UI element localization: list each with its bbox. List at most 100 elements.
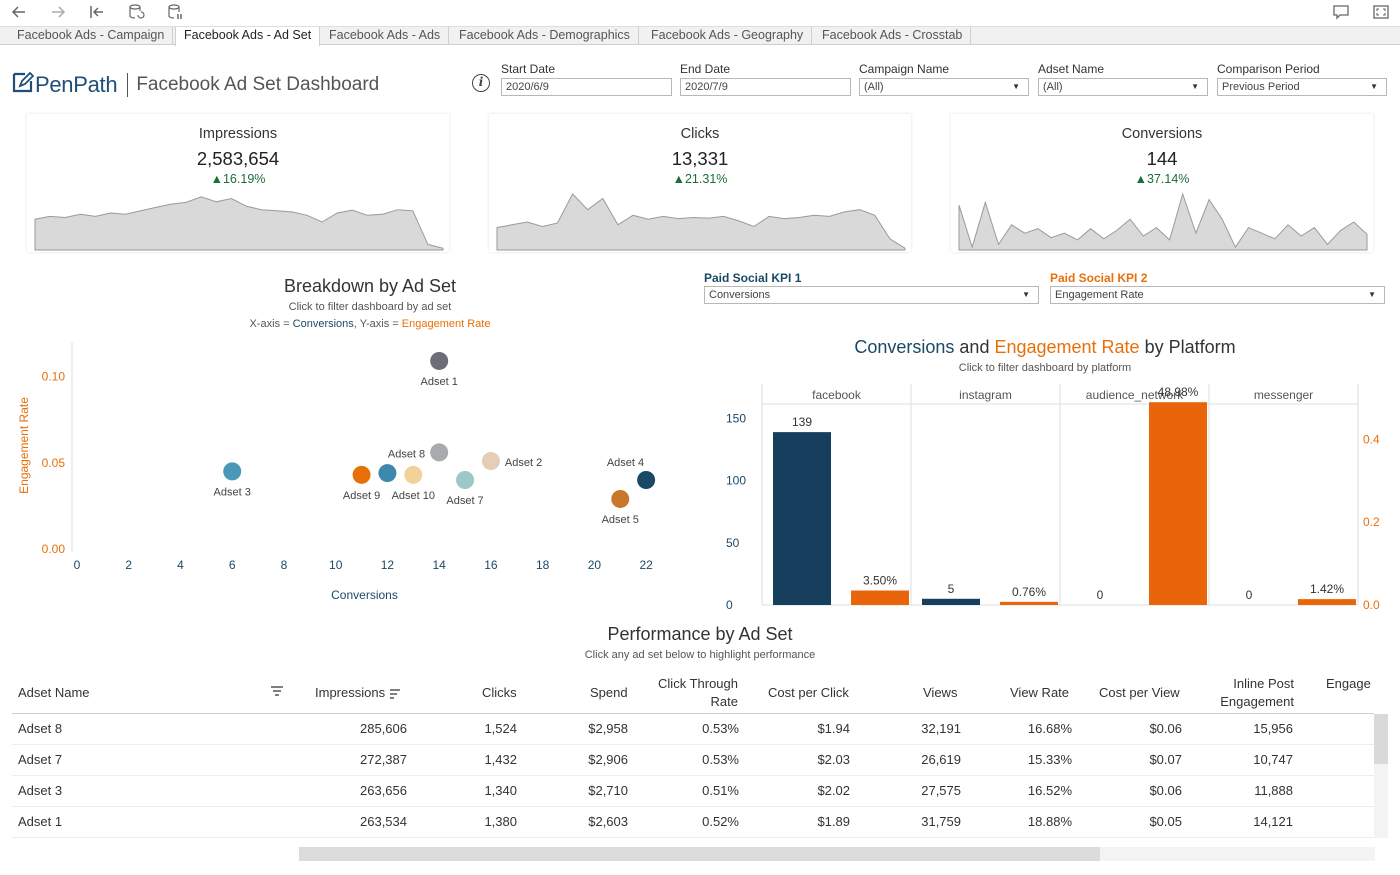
kpi1-dropdown[interactable]: Conversions ▼ — [704, 286, 1039, 304]
start-date-label: Start Date — [501, 62, 556, 76]
col-adset-name[interactable]: Adset Name — [18, 685, 90, 700]
x-tick-label: 8 — [281, 558, 288, 572]
platform-header-label[interactable]: instagram — [959, 388, 1012, 402]
scatter-point[interactable] — [404, 465, 423, 484]
scatter-point[interactable] — [456, 471, 475, 489]
kpi-value: 2,583,654 — [196, 148, 280, 169]
scatter-point[interactable] — [378, 464, 397, 483]
campaign-dropdown[interactable]: (All) ▼ — [859, 78, 1029, 96]
table-cell: 16.68% — [1027, 721, 1072, 736]
vertical-scrollbar[interactable] — [1374, 714, 1388, 838]
adset-label: Adset Name — [1038, 62, 1105, 76]
info-icon[interactable]: i — [472, 74, 490, 92]
scatter-point[interactable] — [352, 465, 371, 484]
scatter-point-label: Adset 7 — [446, 495, 483, 507]
scatter-point-label: Adset 9 — [343, 490, 380, 502]
y-tick-label: 0.05 — [42, 456, 66, 470]
table-row[interactable]: Adset 3 263,656 1,340 $2,710 0.51% $2.02 27,57… — [12, 776, 1382, 807]
kpi-title: Conversions — [1121, 126, 1203, 142]
scatter-point-label: Adset 5 — [602, 514, 639, 526]
pen-logo-icon — [12, 71, 35, 99]
tab-campaign[interactable]: Facebook Ads - Campaign — [9, 27, 174, 45]
tab-ads[interactable]: Facebook Ads - Ads — [321, 27, 450, 45]
revert-icon[interactable] — [86, 3, 108, 23]
platform-header-label[interactable]: facebook — [812, 388, 862, 402]
comment-icon[interactable] — [1330, 3, 1352, 23]
scatter-point[interactable] — [637, 471, 656, 489]
start-date-input[interactable]: 2020/6/9 — [501, 78, 672, 96]
scatter-chart[interactable]: 0 2 4 6 8 10 12 14 16 18 20 22 0.00 0.05 0.10 Conversio… — [10, 332, 700, 612]
forward-arrow-icon[interactable] — [47, 3, 69, 23]
col-spend[interactable]: Spend — [590, 685, 628, 700]
scatter-point[interactable] — [430, 443, 449, 462]
col-ctr[interactable]: Click Through Rate — [642, 675, 738, 711]
kpi2-dropdown[interactable]: Engagement Rate ▼ — [1050, 286, 1385, 304]
vertical-scrollbar-thumb[interactable] — [1374, 714, 1388, 764]
table-cell: 15.33% — [1027, 752, 1072, 767]
scatter-point-label: Adset 4 — [607, 457, 644, 469]
pause-updates-icon[interactable] — [164, 3, 186, 23]
engagement-bar[interactable] — [1298, 599, 1356, 605]
logo-text: PenPath — [35, 72, 118, 97]
table-cell: 15,956 — [1253, 721, 1293, 736]
tab-crosstab[interactable]: Facebook Ads - Crosstab — [814, 27, 972, 45]
scatter-point[interactable] — [481, 452, 500, 471]
start-date-filter: Start Date 2020/6/9 — [501, 62, 672, 96]
engagement-bar[interactable] — [1149, 402, 1207, 605]
horizontal-scrollbar-thumb[interactable] — [299, 847, 1100, 861]
scatter-point[interactable] — [611, 489, 630, 508]
scatter-point[interactable] — [223, 462, 242, 481]
table-row[interactable]: Adset 8 285,606 1,524 $2,958 0.53% $1.94 32,19… — [12, 714, 1382, 745]
conversions-bar[interactable] — [922, 598, 980, 605]
engagement-bar[interactable] — [851, 590, 909, 605]
header: PenPath Facebook Ad Set Dashboard — [12, 70, 379, 100]
platform-title-b: and — [954, 337, 995, 357]
table-row[interactable]: Adset 7 272,387 1,432 $2,906 0.53% $2.03 26,61… — [12, 745, 1382, 776]
comparison-dropdown[interactable]: Previous Period ▼ — [1217, 78, 1387, 96]
adset-dropdown[interactable]: (All) ▼ — [1038, 78, 1208, 96]
horizontal-scrollbar[interactable] — [299, 847, 1375, 861]
refresh-data-icon[interactable] — [125, 3, 147, 23]
col-impressions[interactable]: Impressions — [315, 684, 401, 702]
col-inline-engagement[interactable]: Inline Post Engagement — [1202, 675, 1294, 711]
conversions-bar[interactable] — [773, 432, 831, 605]
fullscreen-icon[interactable] — [1370, 3, 1392, 23]
chevron-down-icon: ▼ — [1022, 290, 1030, 299]
x-axis-label: Conversions — [331, 588, 398, 602]
tab-ad-set[interactable]: Facebook Ads - Ad Set — [175, 27, 321, 46]
col-cpc[interactable]: Cost per Click — [768, 685, 849, 700]
col-view-rate[interactable]: View Rate — [1010, 685, 1070, 700]
x-tick-label: 0 — [74, 558, 81, 572]
right-tick-label: 0.0 — [1363, 598, 1380, 610]
table-cell: 32,191 — [921, 721, 961, 736]
scatter-point[interactable] — [430, 351, 449, 370]
scatter-point-label: Adset 8 — [388, 448, 425, 460]
chevron-down-icon: ▼ — [1370, 82, 1378, 91]
engagement-bar-label: 3.50% — [863, 574, 897, 588]
right-tick-label: 0.2 — [1363, 515, 1380, 529]
kpi-delta-value: 16.19% — [222, 172, 266, 186]
table-row[interactable]: Adset 1 263,534 1,380 $2,603 0.52% $1.89 31,75… — [12, 807, 1382, 838]
col-views[interactable]: Views — [923, 685, 958, 700]
platform-subtitle: Click to filter dashboard by platform — [958, 362, 1132, 374]
engagement-bar[interactable] — [1000, 601, 1058, 605]
col-clicks[interactable]: Clicks — [482, 685, 517, 700]
tab-demographics[interactable]: Facebook Ads - Demographics — [451, 27, 639, 45]
kpi-delta: ▲37.14% — [951, 172, 1373, 186]
kpi-card-conversions: Conversions 144 ▲37.14% — [951, 114, 1373, 252]
tab-geography[interactable]: Facebook Ads - Geography — [643, 27, 813, 45]
col-engagement[interactable]: Engage — [1326, 676, 1371, 691]
platform-header-label[interactable]: audience_network — [1086, 388, 1184, 402]
back-arrow-icon[interactable] — [8, 3, 30, 23]
end-date-input[interactable]: 2020/7/9 — [680, 78, 851, 96]
table-cell: 285,606 — [360, 721, 407, 736]
col-cpv[interactable]: Cost per View — [1099, 685, 1180, 700]
table-cell: 0.53% — [702, 721, 739, 736]
sort-icon[interactable] — [270, 684, 284, 702]
conversions-bar-label: 139 — [792, 415, 812, 429]
platform-header-label[interactable]: messenger — [1254, 388, 1313, 402]
engagement-bar-label: 48.98% — [1158, 385, 1199, 399]
kpi1-selector: Paid Social KPI 1 Conversions ▼ — [704, 271, 1039, 304]
toolbar — [0, 0, 1400, 26]
